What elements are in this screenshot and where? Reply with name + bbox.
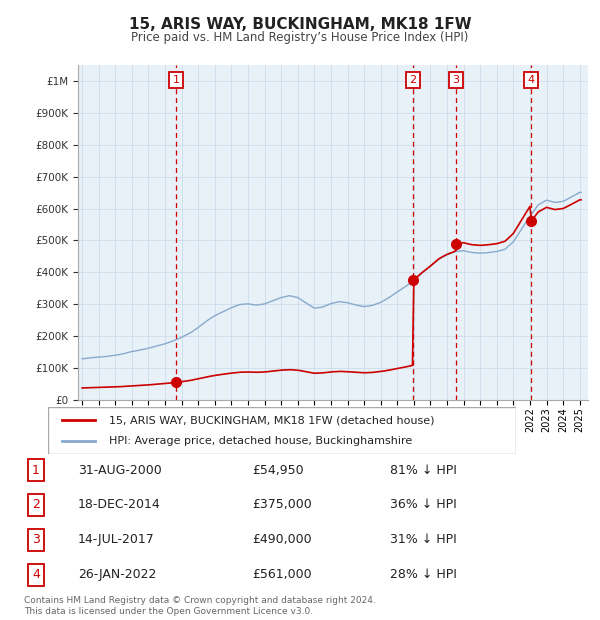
Text: 3: 3: [32, 533, 40, 546]
Text: £561,000: £561,000: [252, 568, 311, 581]
Text: £375,000: £375,000: [252, 498, 312, 511]
Text: £54,950: £54,950: [252, 464, 304, 477]
Text: 15, ARIS WAY, BUCKINGHAM, MK18 1FW: 15, ARIS WAY, BUCKINGHAM, MK18 1FW: [128, 17, 472, 32]
Text: 14-JUL-2017: 14-JUL-2017: [78, 533, 155, 546]
Text: 2: 2: [32, 498, 40, 511]
Text: Price paid vs. HM Land Registry’s House Price Index (HPI): Price paid vs. HM Land Registry’s House …: [131, 31, 469, 44]
Text: 15, ARIS WAY, BUCKINGHAM, MK18 1FW (detached house): 15, ARIS WAY, BUCKINGHAM, MK18 1FW (deta…: [109, 415, 434, 425]
Text: 18-DEC-2014: 18-DEC-2014: [78, 498, 161, 511]
Text: 31% ↓ HPI: 31% ↓ HPI: [390, 533, 457, 546]
Text: 4: 4: [528, 75, 535, 85]
Text: 28% ↓ HPI: 28% ↓ HPI: [390, 568, 457, 581]
Text: 3: 3: [452, 75, 460, 85]
Text: £490,000: £490,000: [252, 533, 311, 546]
Text: 1: 1: [173, 75, 179, 85]
Text: 4: 4: [32, 568, 40, 581]
Text: 1: 1: [32, 464, 40, 477]
Text: 31-AUG-2000: 31-AUG-2000: [78, 464, 162, 477]
FancyBboxPatch shape: [48, 407, 516, 454]
Text: 2: 2: [410, 75, 417, 85]
Text: Contains HM Land Registry data © Crown copyright and database right 2024.
This d: Contains HM Land Registry data © Crown c…: [24, 596, 376, 616]
Text: 36% ↓ HPI: 36% ↓ HPI: [390, 498, 457, 511]
Text: HPI: Average price, detached house, Buckinghamshire: HPI: Average price, detached house, Buck…: [109, 436, 412, 446]
Text: 81% ↓ HPI: 81% ↓ HPI: [390, 464, 457, 477]
Text: 26-JAN-2022: 26-JAN-2022: [78, 568, 157, 581]
